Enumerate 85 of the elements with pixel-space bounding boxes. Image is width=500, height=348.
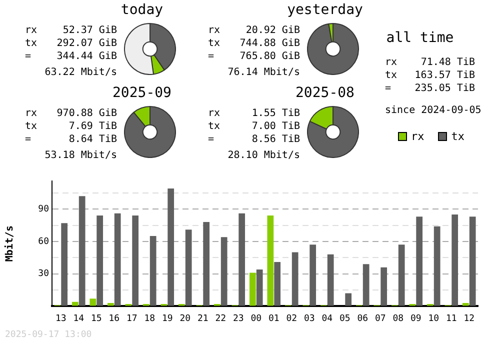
text: tx 744.88 GiB — [208, 38, 300, 49]
bar — [61, 223, 68, 306]
bar — [452, 214, 458, 306]
bar — [256, 270, 263, 306]
text: rx 52.37 GiB — [25, 25, 117, 36]
text: rx 1.55 TiB — [208, 108, 300, 119]
bar — [462, 302, 469, 306]
text: = 8.56 TiB — [208, 134, 300, 145]
x-tick-label: 07 — [374, 314, 386, 324]
x-tick-label: 17 — [126, 314, 138, 324]
bar — [327, 254, 334, 306]
x-tick-label: 08 — [392, 314, 404, 324]
bar — [345, 293, 352, 306]
y-tick-label: 90 — [38, 204, 49, 214]
x-tick-label: 21 — [197, 314, 208, 324]
bar — [267, 216, 274, 306]
x-tick-label: 12 — [464, 314, 475, 324]
bar — [168, 188, 174, 306]
legend-label: rx — [411, 130, 424, 143]
x-tick-label: 09 — [410, 314, 422, 324]
bar — [107, 302, 114, 306]
bar — [72, 302, 78, 306]
x-tick-label: 00 — [250, 314, 262, 324]
bar — [78, 196, 86, 306]
x-tick-label: 15 — [90, 314, 102, 324]
x-tick-label: 06 — [357, 314, 368, 324]
x-tick-label: 11 — [446, 314, 457, 324]
text: 76.14 Mbit/s — [226, 66, 300, 79]
chart-title: 2025-09 — [111, 85, 172, 101]
bar — [238, 213, 246, 306]
bar — [310, 244, 316, 306]
x-tick-label: 16 — [108, 314, 120, 324]
x-tick-label: 10 — [428, 314, 440, 324]
x-tick-label: 01 — [268, 314, 280, 324]
text: 53.18 Mbit/s — [44, 149, 117, 162]
bar — [292, 252, 298, 306]
bar — [132, 216, 139, 306]
x-tick-label: 02 — [286, 314, 298, 324]
x-tick-label: 14 — [73, 314, 84, 324]
y-tick-label: 60 — [38, 236, 49, 247]
x-tick-label: 04 — [322, 314, 333, 324]
bar — [185, 230, 192, 306]
bar — [220, 237, 228, 306]
bar — [114, 213, 121, 306]
bar — [90, 298, 96, 306]
x-tick-label: 13 — [55, 314, 66, 324]
text: tx 7.00 TiB — [208, 121, 300, 132]
text: = 8.64 TiB — [25, 134, 117, 145]
text: = 765.80 GiB — [208, 51, 300, 62]
bar — [469, 216, 476, 306]
bar — [96, 216, 104, 306]
text: rx 71.48 TiB — [385, 57, 475, 68]
x-tick-label: 23 — [232, 314, 244, 324]
text: rx 20.92 GiB — [208, 25, 300, 36]
bar — [249, 272, 256, 306]
x-tick-label: 18 — [144, 314, 156, 324]
x-tick-label: 19 — [162, 314, 173, 324]
y-axis-title: Mbit/s — [4, 226, 16, 262]
bar — [398, 244, 405, 306]
text: since 2024-09-05 — [385, 104, 482, 117]
bar — [434, 226, 440, 306]
text: = 344.44 GiB — [25, 51, 117, 62]
x-tick-label: 22 — [215, 314, 226, 324]
bar — [380, 267, 388, 306]
bar — [203, 222, 210, 306]
text: tx 7.69 TiB — [25, 121, 117, 132]
x-tick-label: 03 — [304, 314, 315, 324]
legend-label: tx — [451, 130, 464, 143]
chart-title: yesterday — [286, 2, 364, 18]
text: 28.10 Mbit/s — [226, 149, 300, 162]
y-tick-label: 30 — [38, 269, 49, 280]
text: tx 163.57 TiB — [385, 70, 475, 81]
bar — [362, 264, 370, 306]
bar — [274, 262, 281, 306]
chart-title: 2025-08 — [295, 85, 354, 101]
text: rx 970.88 GiB — [25, 108, 117, 119]
text: all time — [385, 30, 455, 46]
bar — [416, 216, 423, 306]
x-tick-label: 20 — [180, 314, 191, 324]
chart-title: today — [120, 2, 164, 18]
text: 63.22 Mbit/s — [44, 66, 117, 79]
x-tick-label: 05 — [339, 314, 350, 324]
text: = 235.05 TiB — [385, 83, 475, 94]
bar — [150, 236, 156, 306]
text: tx 292.07 GiB — [25, 38, 117, 49]
